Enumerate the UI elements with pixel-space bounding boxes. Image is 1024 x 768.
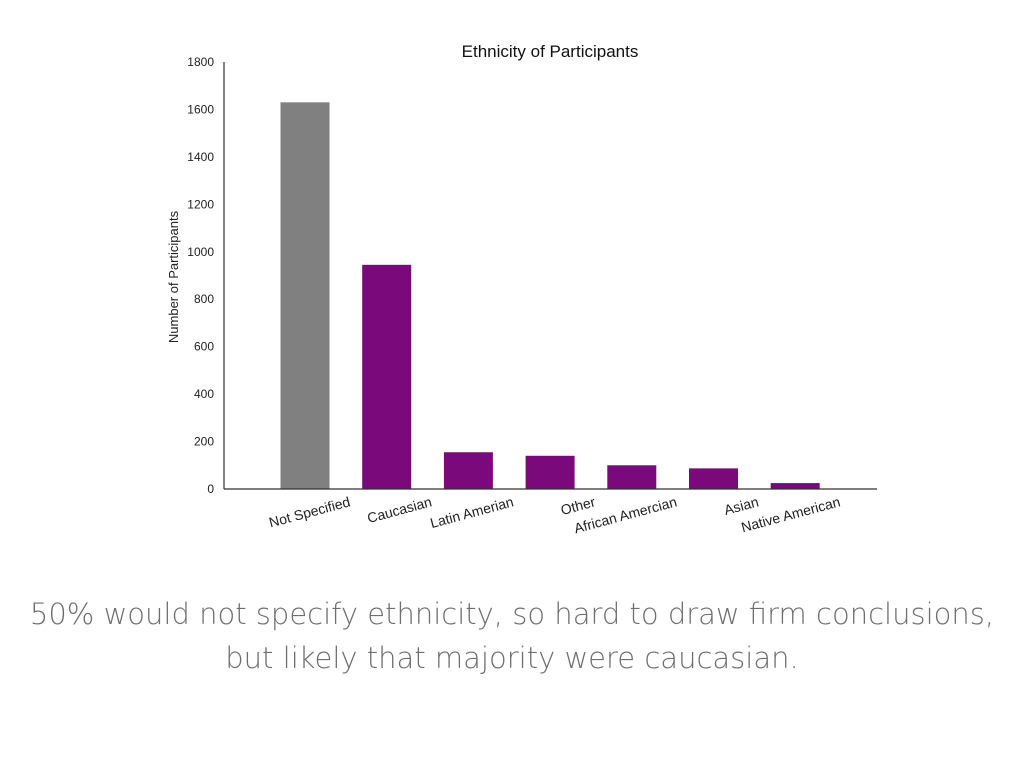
y-tick-label: 200 — [194, 435, 214, 449]
bar-3 — [525, 455, 575, 489]
caption-line-1: 50% would not specify ethnicity, so hard… — [29, 597, 995, 631]
y-tick-label: 1000 — [187, 245, 214, 259]
bar-4 — [607, 465, 657, 489]
y-tick-label: 400 — [194, 387, 214, 401]
y-tick-label: 800 — [194, 292, 214, 306]
y-axis-label: Number of Participants — [166, 210, 181, 343]
bar-chart: Ethnicity of Participants Number of Part… — [166, 42, 877, 536]
x-tick-label: Other — [559, 493, 597, 518]
y-tick-label: 0 — [207, 482, 214, 496]
bar-1 — [362, 264, 412, 489]
caption-line-2: but likely that majority were caucasian. — [225, 641, 799, 675]
bar-2 — [443, 452, 493, 489]
y-tick-label: 1200 — [187, 197, 214, 211]
bar-0 — [280, 102, 330, 490]
x-tick-label: Caucasian — [365, 493, 433, 526]
x-tick-label: Asian — [722, 493, 760, 518]
chart-title: Ethnicity of Participants — [462, 42, 639, 61]
y-tick-label: 1400 — [187, 150, 214, 164]
bar-5 — [689, 468, 738, 489]
y-tick-label: 1600 — [187, 102, 214, 116]
bar-6 — [770, 483, 820, 489]
y-tick-label: 600 — [194, 340, 214, 354]
x-tick-label: Not Specified — [267, 493, 352, 530]
x-tick-label: Latin Amerian — [428, 493, 515, 531]
y-tick-label: 1800 — [187, 55, 214, 69]
